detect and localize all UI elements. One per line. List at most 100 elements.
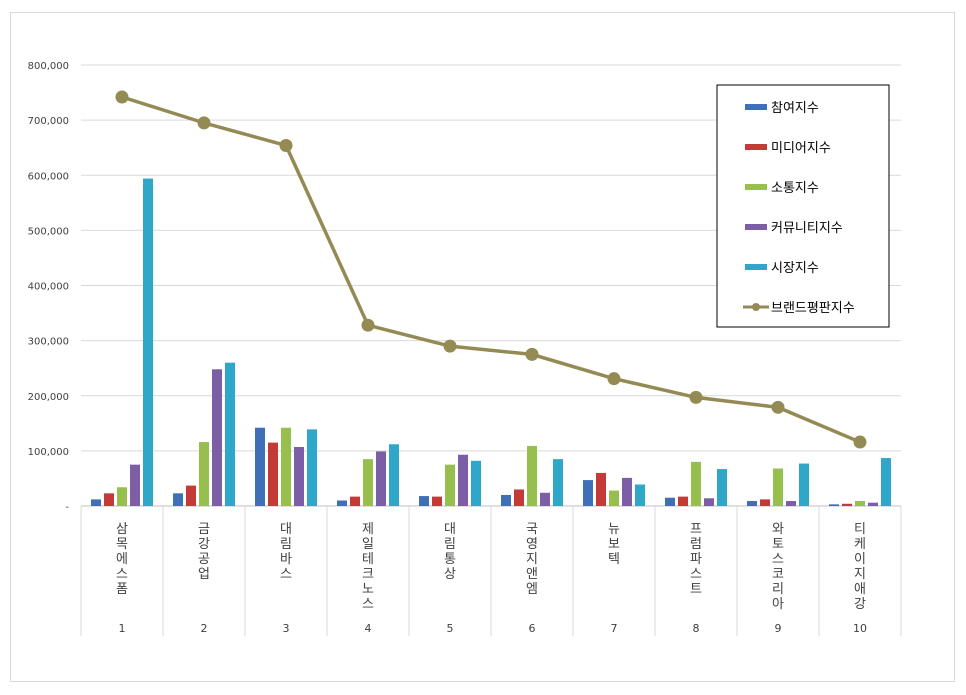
legend-box xyxy=(716,84,890,328)
bar xyxy=(583,480,593,506)
line-point xyxy=(853,435,867,449)
category-rank: 7 xyxy=(611,622,618,635)
bar xyxy=(458,454,468,506)
bar xyxy=(432,496,442,506)
bar xyxy=(829,504,839,506)
category-rank: 8 xyxy=(693,622,700,635)
series-line xyxy=(121,95,861,444)
legend-label: 시장지수 xyxy=(771,261,819,276)
bar xyxy=(704,498,714,506)
category-rank: 1 xyxy=(119,622,126,635)
line-point xyxy=(197,116,211,130)
legend-label: 소통지수 xyxy=(771,181,819,196)
bar xyxy=(665,497,675,506)
bar xyxy=(717,469,727,506)
bar xyxy=(255,427,265,506)
legend-swatch xyxy=(745,224,767,230)
bar xyxy=(337,500,347,506)
category-rank: 4 xyxy=(365,622,372,635)
y-tick-label: 300,000 xyxy=(28,337,69,348)
legend-swatch xyxy=(745,144,767,150)
bar xyxy=(622,477,632,506)
bar xyxy=(268,442,278,506)
y-tick-label: 600,000 xyxy=(28,171,69,182)
category-rank: 3 xyxy=(283,622,290,635)
bar xyxy=(855,501,865,506)
bar xyxy=(596,472,606,506)
line-point xyxy=(115,90,129,104)
category-dividers xyxy=(80,506,902,636)
bar xyxy=(117,487,127,506)
bar xyxy=(553,459,563,506)
bar xyxy=(350,496,360,506)
bar xyxy=(307,429,317,506)
bar xyxy=(773,468,783,506)
legend-label: 브랜드평판지수 xyxy=(771,301,855,316)
bar xyxy=(760,499,770,506)
bar xyxy=(747,501,757,506)
bar xyxy=(609,490,619,506)
legend-label: 미디어지수 xyxy=(771,141,831,156)
bar xyxy=(501,494,511,506)
y-axis-ticks: - 100,000 200,000 300,000 400,000 500,000 600,… xyxy=(28,61,70,513)
bar xyxy=(173,493,183,506)
line-point xyxy=(361,318,375,332)
legend-swatch xyxy=(745,264,767,270)
bar xyxy=(514,489,524,506)
bar xyxy=(445,464,455,506)
bar xyxy=(842,503,852,506)
line-series xyxy=(115,90,867,449)
bar xyxy=(419,496,429,506)
bar xyxy=(786,501,796,506)
category-rank: 9 xyxy=(775,622,782,635)
legend-marker xyxy=(752,303,760,311)
bar xyxy=(678,496,688,506)
line-point xyxy=(279,138,293,152)
bar xyxy=(471,460,481,506)
chart-frame: - 100,000 200,000 300,000 400,000 500,000 600,… xyxy=(10,12,955,682)
bar xyxy=(212,369,222,506)
line-point xyxy=(771,400,785,414)
line-point xyxy=(525,347,539,361)
bar xyxy=(691,461,701,506)
x-axis-labels: 삼 목 에 스 폼 1 금 강 공 업 2 대 림 바 스 3 제 일 테 크 노 스 4 대 림 통 상 5 국 영 지 앤 엠 6 뉴 보 텍 7 프 럼… xyxy=(116,522,867,635)
bar xyxy=(868,502,878,506)
legend-label: 참여지수 xyxy=(771,101,819,116)
bar xyxy=(130,464,140,506)
y-tick-label: 100,000 xyxy=(28,447,69,458)
y-tick-label: - xyxy=(65,502,69,513)
bar xyxy=(635,484,645,506)
bar xyxy=(199,442,209,506)
bar xyxy=(225,362,235,506)
bar xyxy=(91,499,101,506)
y-tick-label: 400,000 xyxy=(28,282,69,293)
bar xyxy=(186,485,196,506)
bar xyxy=(363,459,373,506)
category-rank: 10 xyxy=(853,622,867,635)
bar xyxy=(527,445,537,506)
line-point xyxy=(689,390,703,404)
legend-swatch xyxy=(745,184,767,190)
bar xyxy=(104,493,114,506)
y-tick-label: 700,000 xyxy=(28,116,69,127)
bar xyxy=(540,492,550,506)
legend-label: 커뮤니티지수 xyxy=(771,221,843,236)
bars xyxy=(91,178,891,506)
category-rank: 5 xyxy=(447,622,454,635)
bar xyxy=(881,458,891,506)
category-rank: 2 xyxy=(201,622,208,635)
category-rank: 6 xyxy=(529,622,536,635)
y-tick-label: 500,000 xyxy=(28,226,69,237)
y-tick-label: 800,000 xyxy=(28,61,69,72)
bar xyxy=(389,444,399,506)
